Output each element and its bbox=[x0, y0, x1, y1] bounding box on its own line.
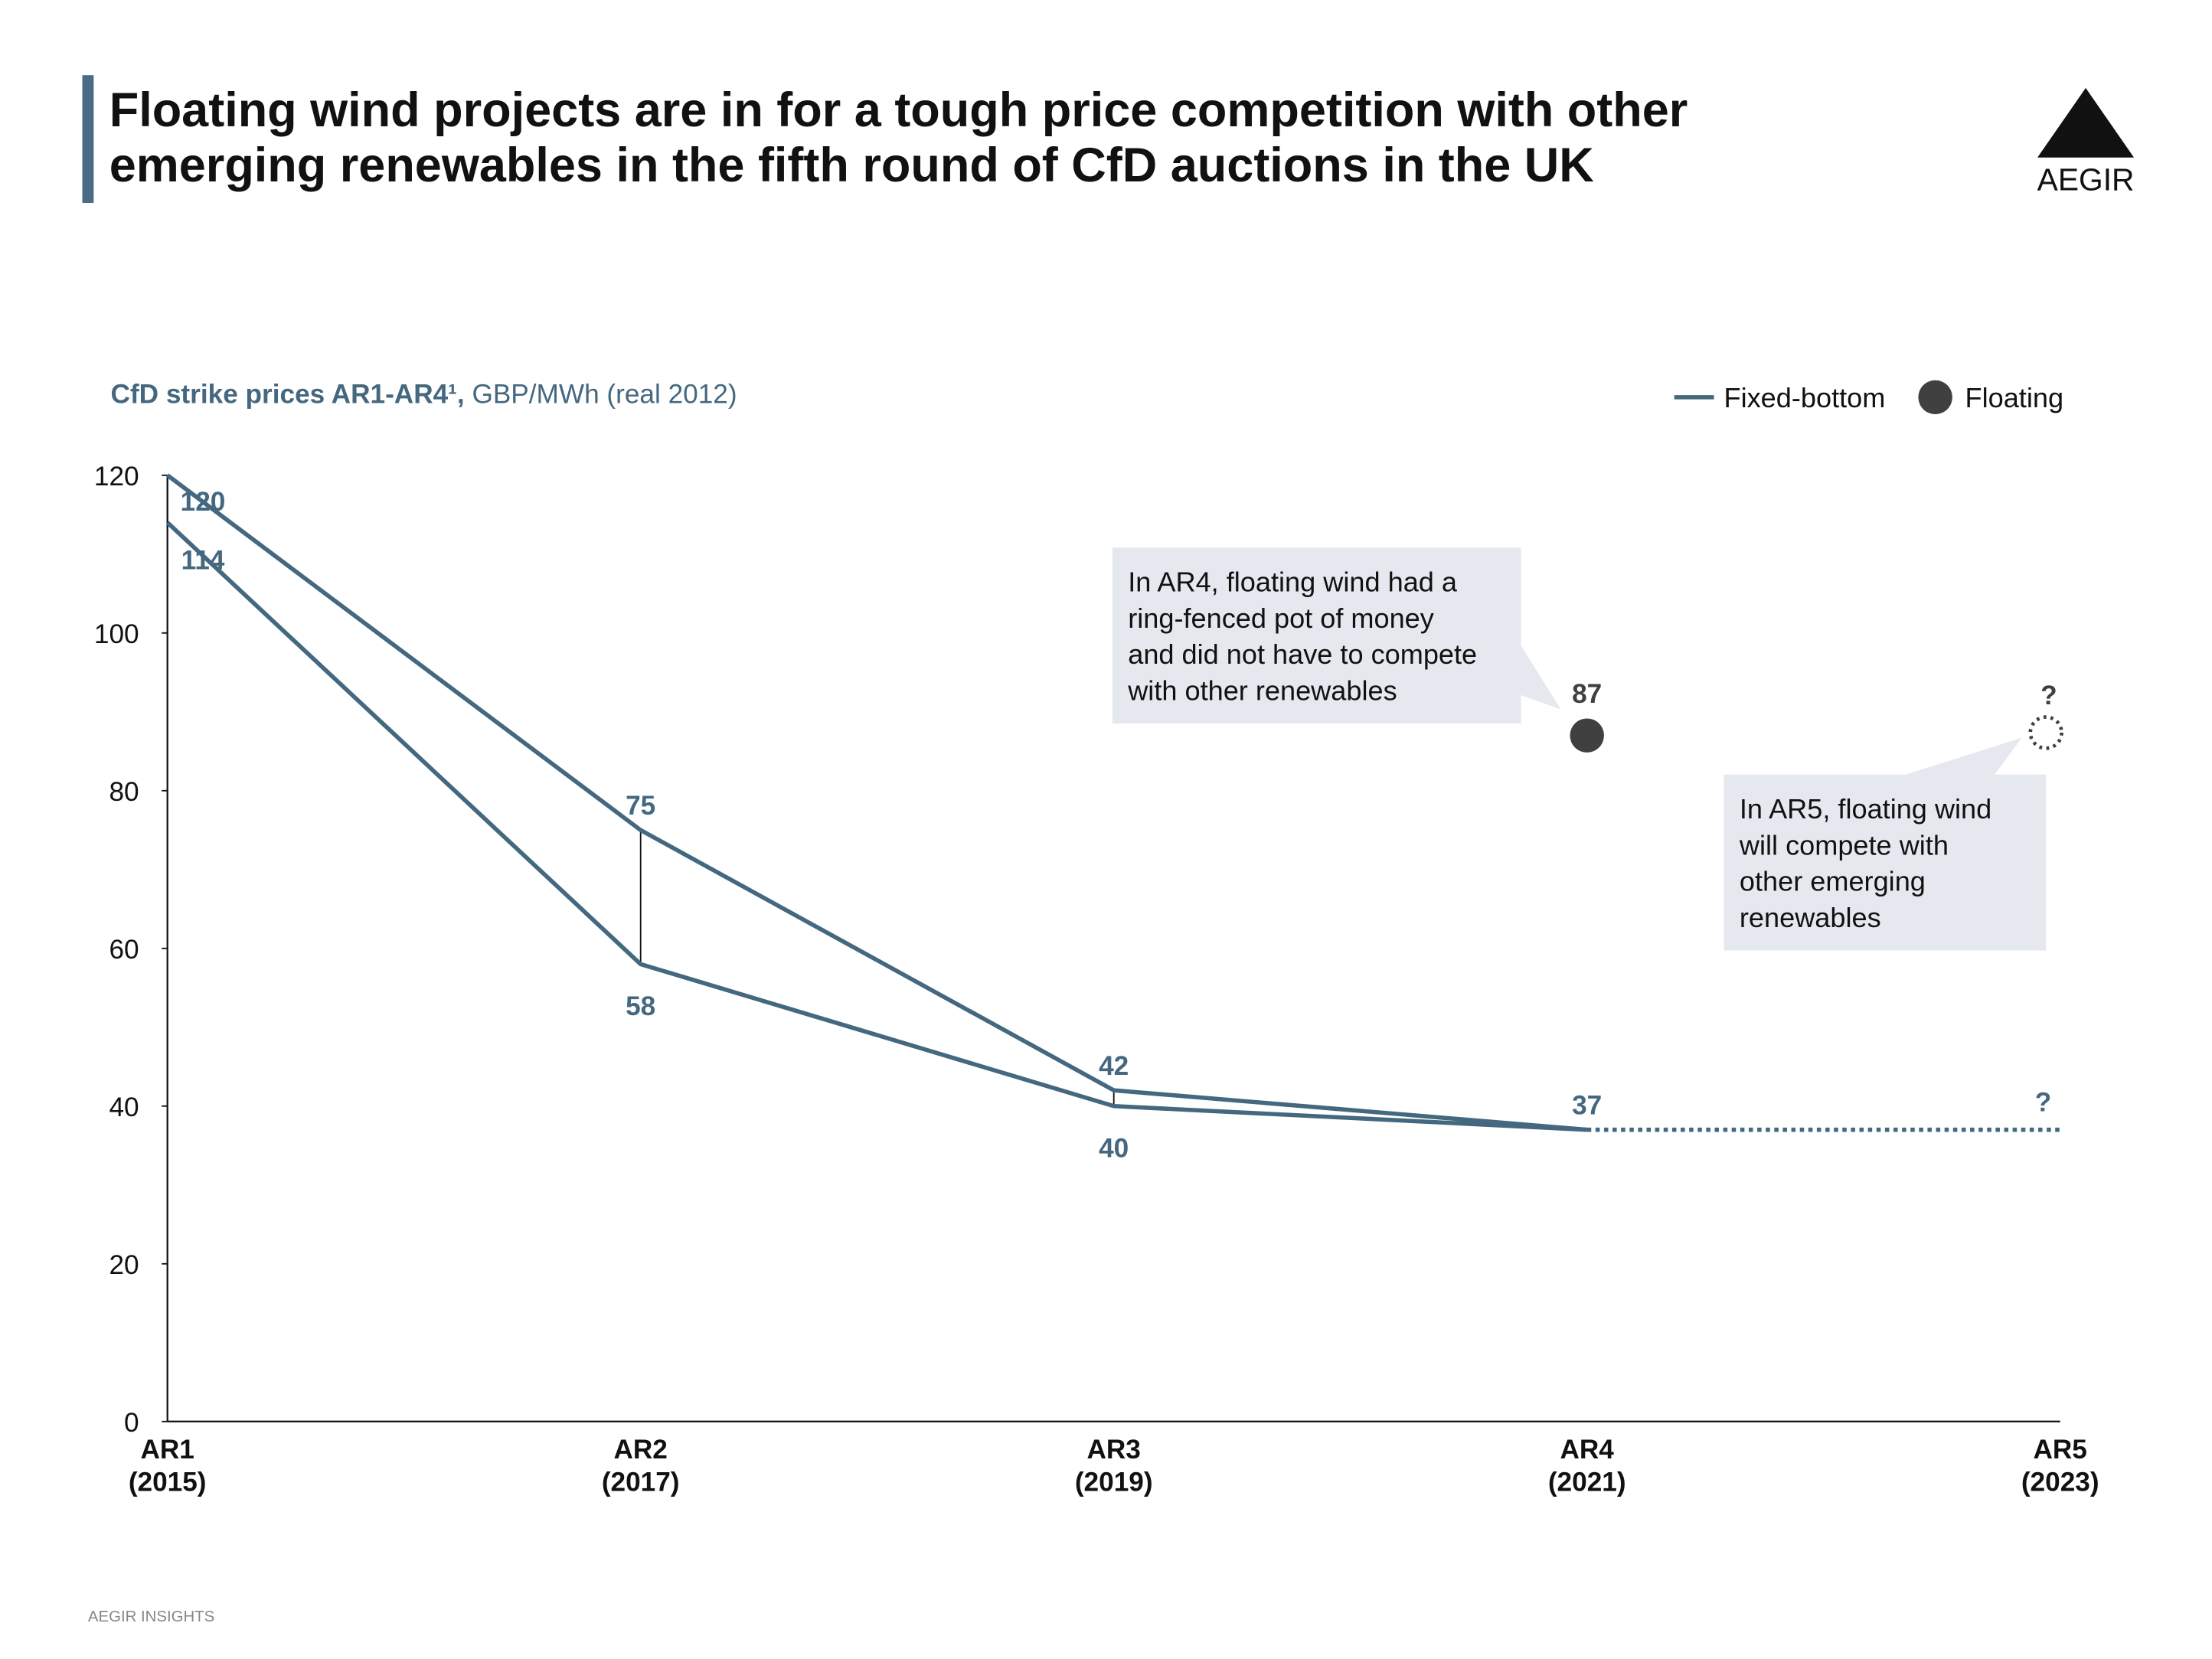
x-tick-label: AR2 bbox=[613, 1435, 667, 1465]
data-label: 42 bbox=[1099, 1051, 1129, 1081]
line bbox=[165, 521, 1587, 1132]
data-label: 114 bbox=[181, 546, 225, 576]
source: AEGIR INSIGHTS bbox=[88, 1608, 214, 1625]
title-bar bbox=[82, 75, 94, 203]
x-tick-label: (2017) bbox=[602, 1468, 680, 1497]
x-tick-label: (2023) bbox=[2021, 1468, 2099, 1497]
data-label: 120 bbox=[181, 487, 226, 517]
x-tick-label: AR4 bbox=[1560, 1435, 1614, 1465]
data-label: 87 bbox=[1572, 679, 1602, 709]
x-tick-label: AR1 bbox=[140, 1435, 194, 1465]
legend-label: Floating bbox=[1965, 382, 2064, 413]
unknown-point bbox=[2028, 715, 2063, 750]
title-line: emerging renewables in the fifth round o… bbox=[109, 139, 1594, 192]
unknown-label: ? bbox=[2035, 1088, 2052, 1118]
y-tick-label: 40 bbox=[109, 1092, 139, 1122]
x-tick-label: (2019) bbox=[1075, 1468, 1153, 1497]
callout-tail bbox=[1521, 645, 1561, 710]
logo-icon bbox=[2037, 87, 2135, 158]
y-tick-label: 0 bbox=[124, 1408, 139, 1438]
data-label: 58 bbox=[626, 991, 655, 1021]
annotation-line: will compete with bbox=[1739, 829, 1949, 861]
legend-swatch bbox=[1918, 380, 1952, 415]
legend-label: Fixed-bottom bbox=[1724, 382, 1886, 413]
callout-box bbox=[1112, 547, 1521, 724]
annotation-line: ring-fenced pot of money bbox=[1128, 603, 1434, 634]
line bbox=[166, 473, 1587, 1132]
annotation-line: In AR4, floating wind had a bbox=[1128, 567, 1458, 598]
annotation-line: In AR5, floating wind bbox=[1740, 793, 1991, 825]
annotation-line: other emerging bbox=[1740, 866, 1926, 897]
y-tick-label: 120 bbox=[94, 462, 139, 491]
x-tick-label: AR3 bbox=[1086, 1435, 1140, 1465]
y-tick-label: 20 bbox=[109, 1250, 139, 1280]
title-line: Floating wind projects are in for a toug… bbox=[109, 83, 1688, 137]
annotation-line: with other renewables bbox=[1127, 674, 1397, 706]
annotation-line: and did not have to compete bbox=[1128, 638, 1477, 670]
data-label: 75 bbox=[626, 791, 655, 821]
logo: AEGIR bbox=[2037, 162, 2135, 197]
subtitle-unit: GBP/MWh (real 2012) bbox=[472, 379, 737, 409]
y-tick-label: 60 bbox=[109, 935, 139, 965]
callout-box bbox=[1724, 774, 2047, 951]
y-tick-label: 100 bbox=[94, 619, 139, 649]
subtitle-bold: CfD strike prices AR1-AR4¹, bbox=[111, 379, 465, 409]
callout-tail bbox=[1901, 737, 2022, 776]
unknown-label: ? bbox=[2040, 681, 2057, 710]
floating-point bbox=[1570, 718, 1604, 753]
x-tick-label: (2015) bbox=[129, 1468, 207, 1497]
y-tick-label: 80 bbox=[109, 777, 139, 807]
x-tick-label: (2021) bbox=[1548, 1468, 1626, 1497]
subtitle: CfD strike prices AR1-AR4¹, GBP/MWh (rea… bbox=[111, 379, 737, 409]
data-label: 40 bbox=[1099, 1134, 1129, 1164]
annotation-line: renewables bbox=[1740, 902, 1881, 933]
data-label: 37 bbox=[1572, 1090, 1602, 1120]
x-tick-label: AR5 bbox=[2033, 1435, 2086, 1465]
